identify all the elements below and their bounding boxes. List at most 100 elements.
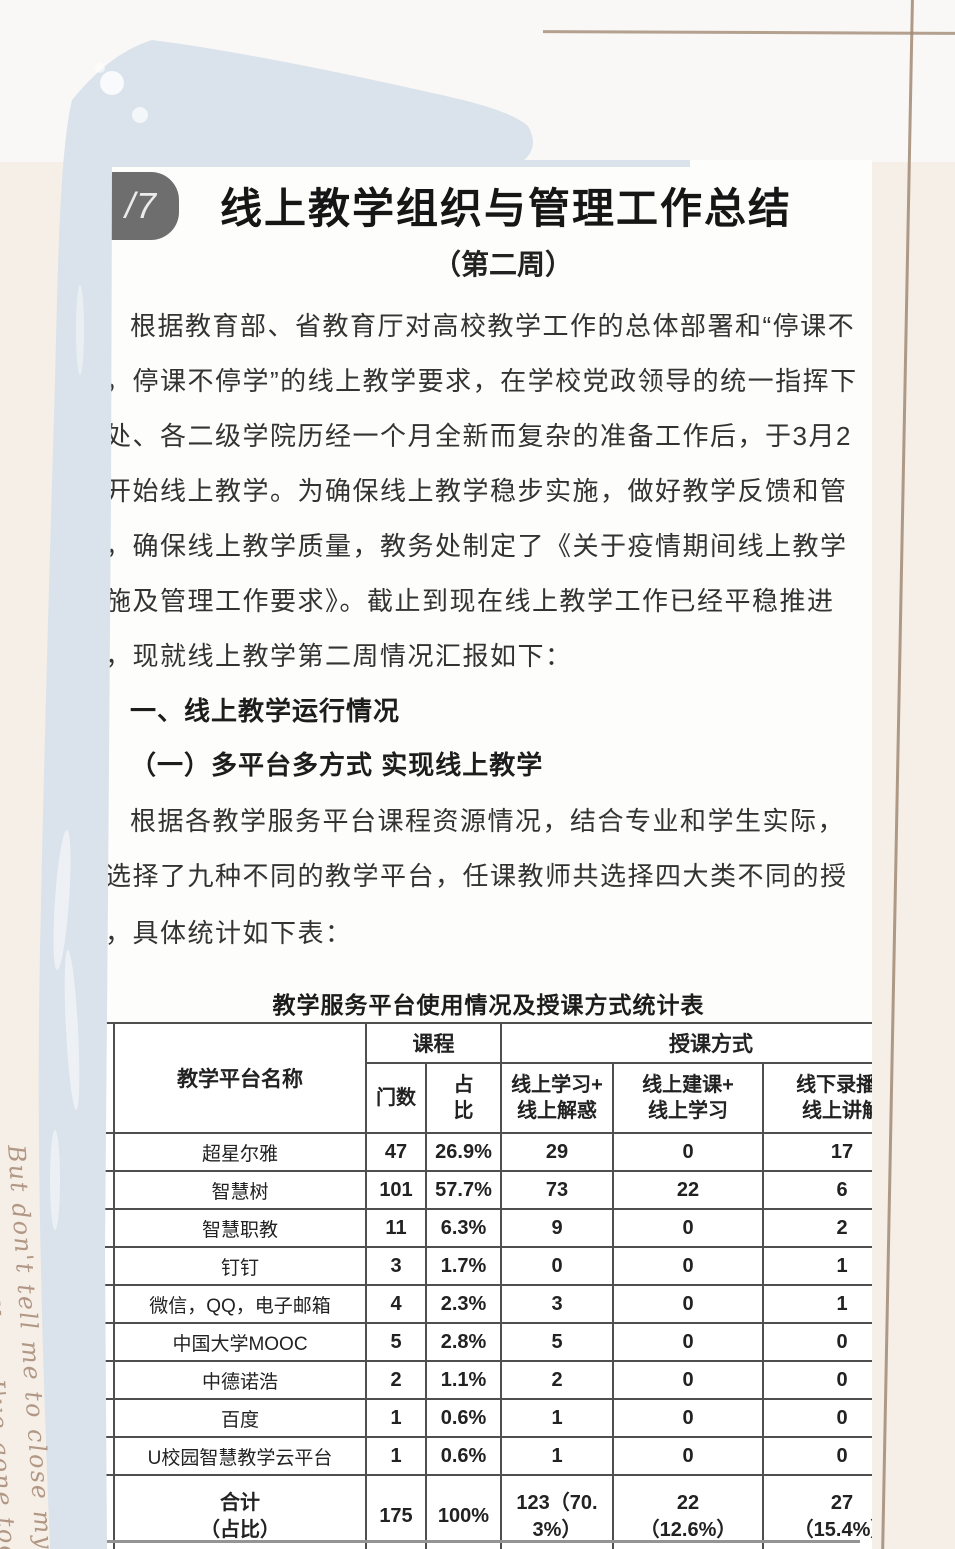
row-index-cell — [105, 1284, 115, 1324]
platform-name: 智慧树 — [113, 1170, 367, 1210]
method3-count: 6 — [761, 1170, 872, 1210]
course-share: 57.7% — [425, 1170, 502, 1210]
header-count: 门数 — [365, 1062, 427, 1134]
row-index-cell — [105, 1132, 115, 1172]
course-count: 47 — [365, 1132, 427, 1172]
method3-count: 17 — [761, 1132, 872, 1172]
course-share: 1.7% — [425, 1246, 502, 1286]
bottom-divider-line — [105, 1540, 860, 1543]
table-row: 智慧树 101 57.7% 73 22 6 — [105, 1170, 872, 1210]
method2-count: 0 — [612, 1436, 764, 1476]
table-row: 中国大学MOOC 5 2.8% 5 0 0 — [105, 1322, 872, 1362]
method2-count: 0 — [612, 1322, 764, 1362]
paragraph1-line6: 施及管理工作要求》。截止到现在线上教学工作已经平稳推进 — [105, 586, 835, 616]
section-heading: 一、线上教学运行情况 — [130, 696, 401, 726]
header-method1: 线上学习+ 线上解惑 — [500, 1062, 614, 1134]
row-index-cell — [105, 1322, 115, 1362]
table-row: 微信，QQ，电子邮箱 4 2.3% 3 0 1 — [105, 1284, 872, 1324]
course-count: 4 — [365, 1284, 427, 1324]
header-share: 占 比 — [425, 1062, 502, 1134]
paragraph2-line3: ，具体统计如下表： — [105, 918, 353, 948]
paragraph1-line5: ，确保线上教学质量，教务处制定了《关于疫情期间线上教学 — [105, 531, 848, 561]
method1-count: 1 — [500, 1398, 614, 1438]
platform-name: U校园智慧教学云平台 — [113, 1436, 367, 1476]
total-method3: 27 （15.4%） — [761, 1474, 872, 1549]
course-share: 6.3% — [425, 1208, 502, 1248]
method1-count: 1 — [500, 1436, 614, 1476]
course-share: 2.8% — [425, 1322, 502, 1362]
header-course-group: 课程 — [365, 1022, 502, 1064]
platform-name: 中国大学MOOC — [113, 1322, 367, 1362]
method2-count: 0 — [612, 1360, 764, 1400]
paragraph1-line4: 开始线上教学。为确保线上教学稳步实施，做好教学反馈和管 — [105, 476, 848, 506]
paragraph1-line1: 根据教育部、省教育厅对高校教学工作的总体部署和“停课不 — [130, 311, 856, 341]
platform-name: 微信，QQ，电子邮箱 — [113, 1284, 367, 1324]
table-total-row: 合计 （占比） 175 100% 123（70. 3%） 22 （12.6%） … — [105, 1474, 872, 1549]
table-row: 钉钉 3 1.7% 0 0 1 — [105, 1246, 872, 1286]
header-method-group: 授课方式 — [499, 1022, 872, 1064]
paragraph1-line7: ，现就线上教学第二周情况汇报如下： — [105, 641, 573, 671]
total-method2: 22 （12.6%） — [612, 1474, 764, 1549]
total-share: 100% — [425, 1474, 502, 1549]
table-row: 智慧职教 11 6.3% 9 0 2 — [105, 1208, 872, 1248]
course-count: 101 — [365, 1170, 427, 1210]
header-method3: 线下录播+ 线上讲解 — [761, 1062, 872, 1134]
course-share: 26.9% — [425, 1132, 502, 1172]
header-index: 序 号 — [105, 1022, 115, 1134]
paragraph2-line1: 根据各教学服务平台课程资源情况，结合专业和学生实际， — [130, 806, 846, 836]
statistics-table: 序 号 教学平台名称 课程 授课方式 门数 占 比 线上学习+ 线上解惑 线上建… — [105, 1022, 872, 1549]
course-share: 0.6% — [425, 1398, 502, 1438]
row-index-cell — [105, 1246, 115, 1286]
row-index-cell — [105, 1360, 115, 1400]
method3-count: 1 — [761, 1284, 872, 1324]
method2-count: 22 — [612, 1170, 764, 1210]
method1-count: 0 — [500, 1246, 614, 1286]
document-title: 线上教学组织与管理工作总结 — [219, 185, 792, 232]
row-index-cell — [105, 1208, 115, 1248]
method2-count: 0 — [612, 1246, 764, 1286]
course-count: 5 — [365, 1322, 427, 1362]
method3-count: 0 — [761, 1322, 872, 1362]
right-margin-vertical-line — [881, 0, 914, 1549]
method2-count: 0 — [612, 1208, 764, 1248]
platform-name: 智慧职教 — [113, 1208, 367, 1248]
document-page: /7 线上教学组织与管理工作总结 （第二周） 根据教育部、省教育厅对高校教学工作… — [105, 160, 872, 1549]
method1-count: 3 — [500, 1284, 614, 1324]
platform-name: 超星尔雅 — [113, 1132, 367, 1172]
course-count: 2 — [365, 1360, 427, 1400]
row-index-cell — [105, 1436, 115, 1476]
table-row: U校园智慧教学云平台 1 0.6% 1 0 0 — [105, 1436, 872, 1476]
course-count: 1 — [365, 1398, 427, 1438]
paragraph1-line2: ，停课不停学”的线上教学要求，在学校党政领导的统一指挥下 — [105, 366, 858, 396]
paragraph1-line3: 处、各二级学院历经一个月全新而复杂的准备工作后，于3月2 — [105, 421, 852, 451]
platform-name: 百度 — [113, 1398, 367, 1438]
table-header-row-1: 序 号 教学平台名称 课程 授课方式 — [105, 1022, 872, 1134]
course-count: 1 — [365, 1436, 427, 1476]
row-index-cell — [105, 1398, 115, 1438]
method3-count: 0 — [761, 1436, 872, 1476]
table-title: 教学服务平台使用情况及授课方式统计表 — [272, 992, 705, 1018]
total-method1: 123（70. 3%） — [500, 1474, 614, 1549]
method2-count: 0 — [612, 1132, 764, 1172]
total-count: 175 — [365, 1474, 427, 1549]
paragraph2-line2: 选择了九种不同的教学平台，任课教师共选择四大类不同的授 — [105, 861, 848, 891]
header-method2: 线上建课+ 线上学习 — [612, 1062, 764, 1134]
method1-count: 9 — [500, 1208, 614, 1248]
header-platform-name: 教学平台名称 — [113, 1022, 367, 1134]
course-share: 0.6% — [425, 1436, 502, 1476]
method3-count: 2 — [761, 1208, 872, 1248]
table-row: 百度 1 0.6% 1 0 0 — [105, 1398, 872, 1438]
method1-count: 5 — [500, 1322, 614, 1362]
course-count: 3 — [365, 1246, 427, 1286]
course-count: 11 — [365, 1208, 427, 1248]
method1-count: 73 — [500, 1170, 614, 1210]
platform-name: 中德诺浩 — [113, 1360, 367, 1400]
course-share: 2.3% — [425, 1284, 502, 1324]
method3-count: 0 — [761, 1398, 872, 1438]
method3-count: 1 — [761, 1246, 872, 1286]
table-row: 超星尔雅 47 26.9% 29 0 17 — [105, 1132, 872, 1172]
method3-count: 0 — [761, 1360, 872, 1400]
top-paper-strip — [0, 0, 955, 162]
method1-count: 2 — [500, 1360, 614, 1400]
